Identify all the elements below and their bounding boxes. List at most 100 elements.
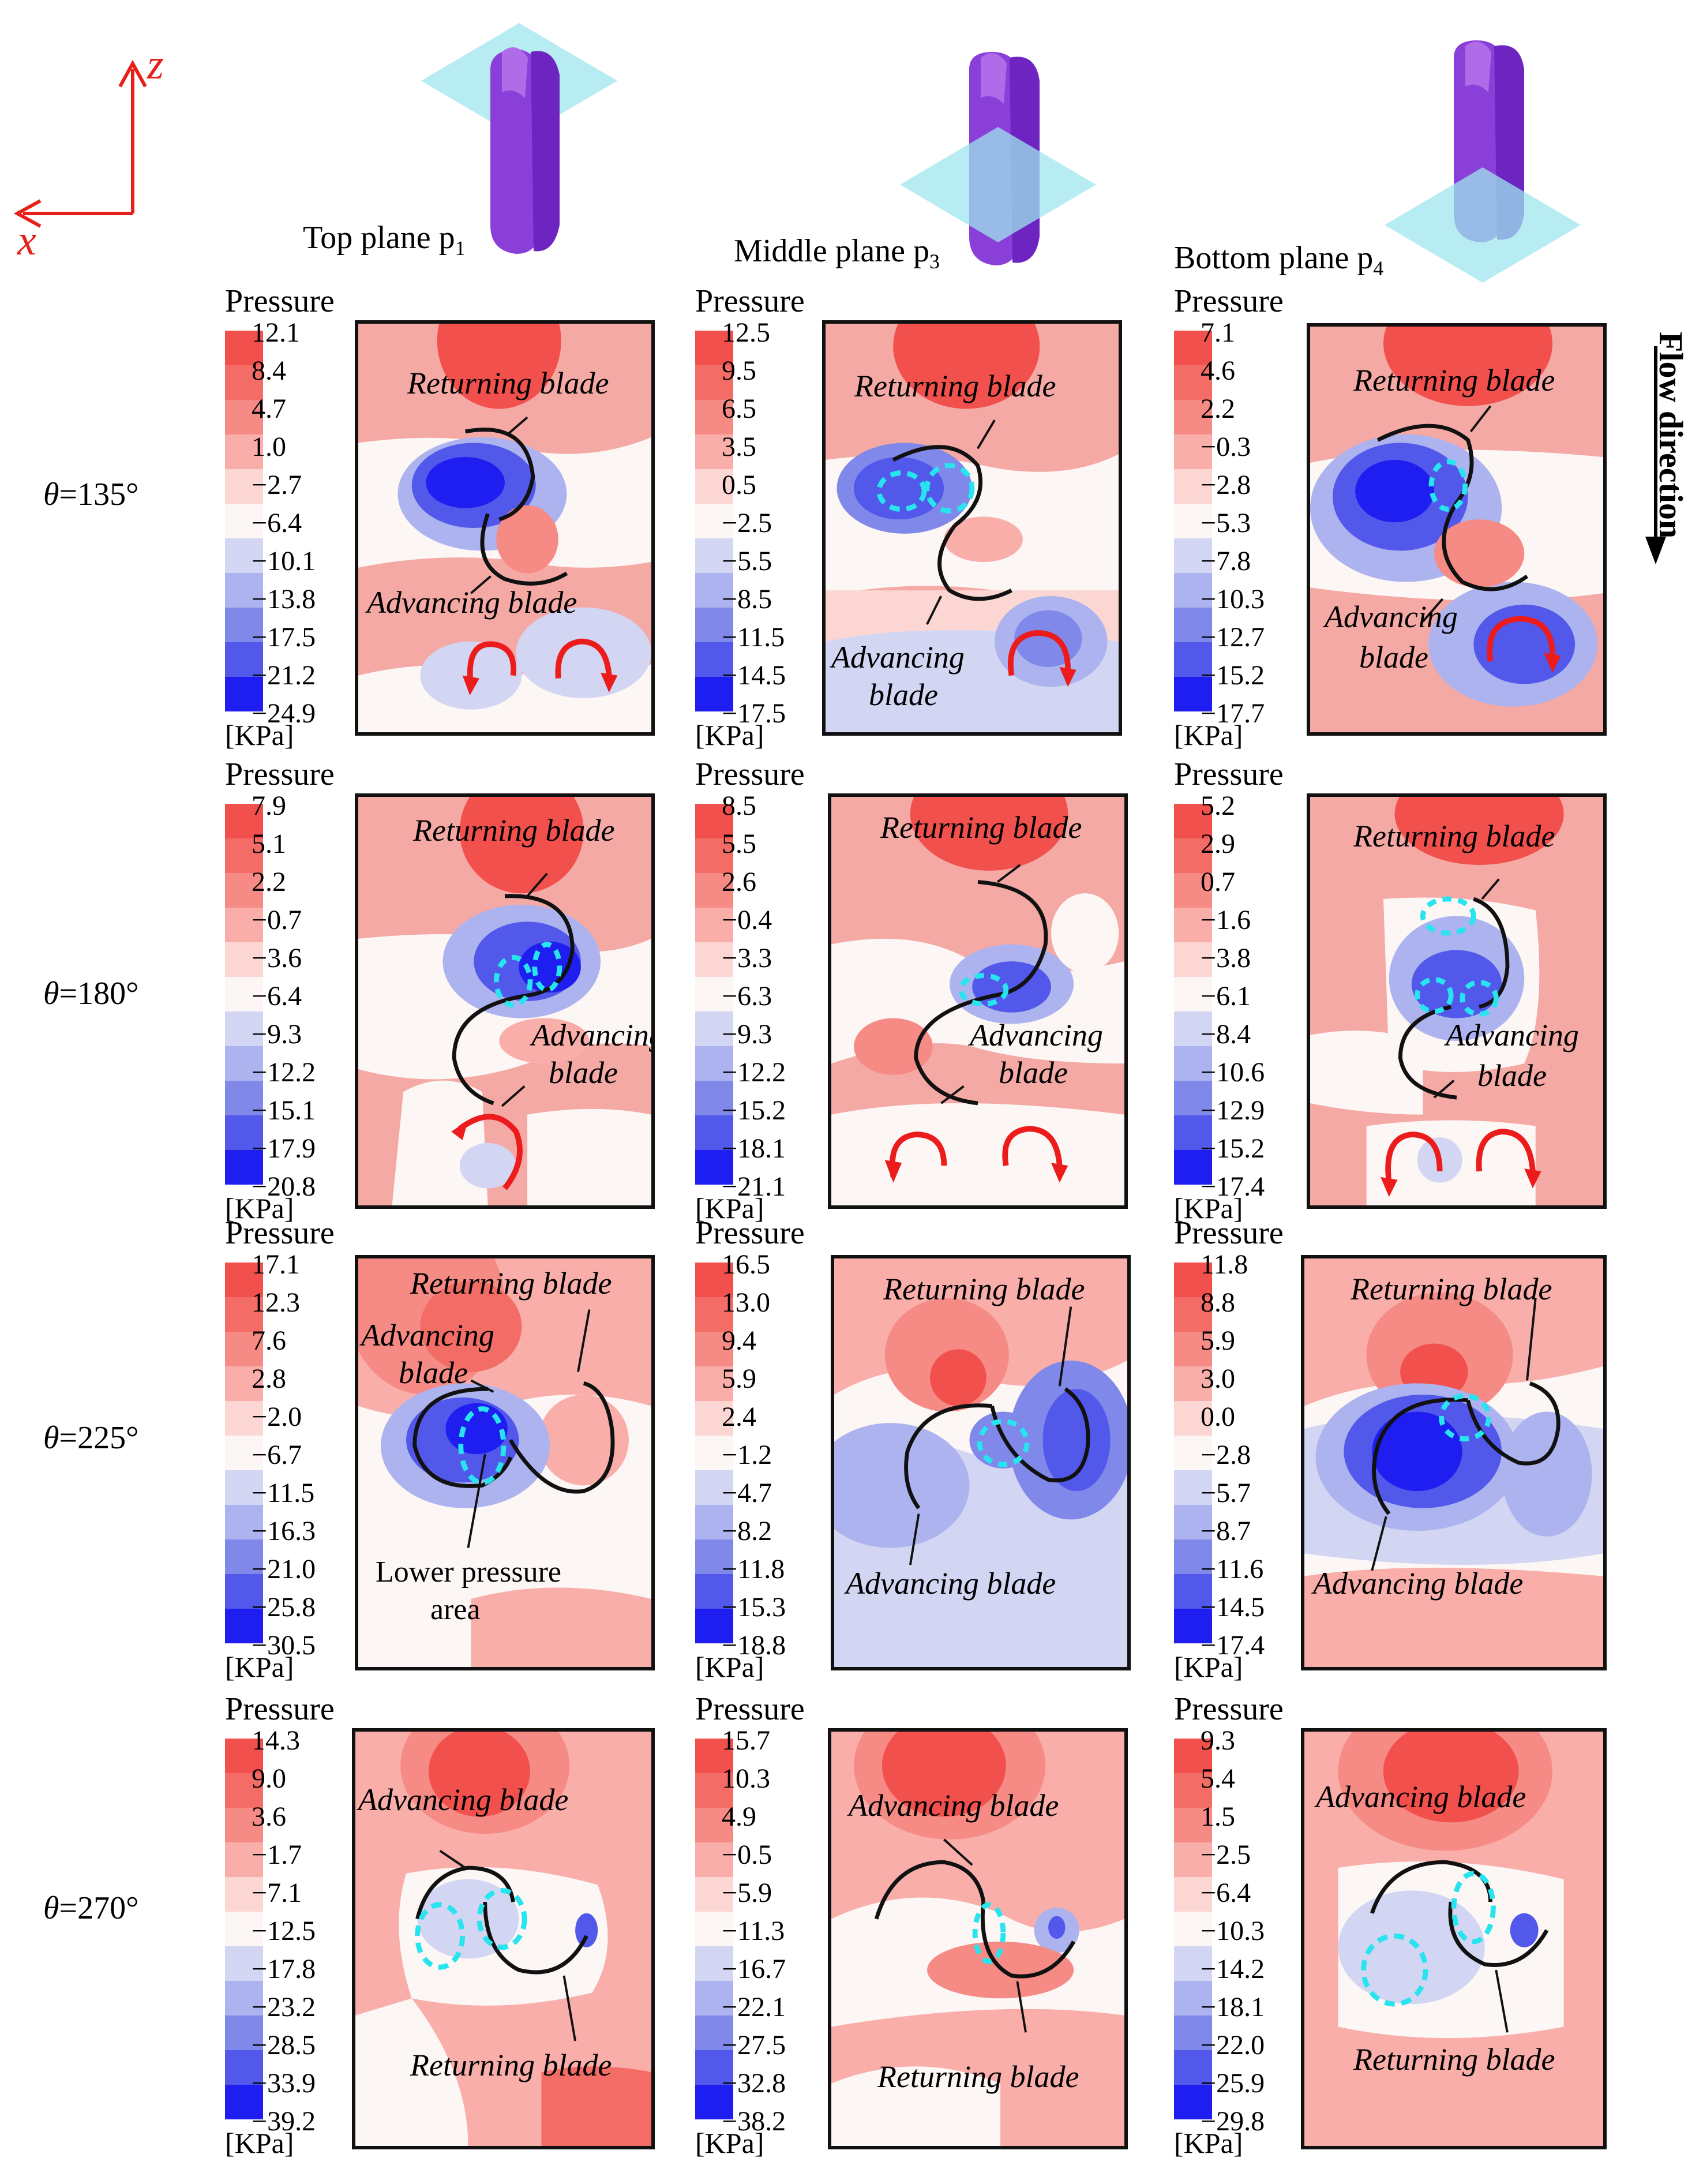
legend-title: Pressure	[1174, 283, 1284, 319]
legend-swatch	[695, 400, 733, 434]
legend-swatch	[695, 1539, 733, 1574]
legend-swatch	[695, 1332, 733, 1366]
legend-swatch	[1174, 1081, 1212, 1115]
contour-panel-135-bottom: Returning blade Advancing blade	[1307, 323, 1607, 736]
legend-swatch	[695, 469, 733, 504]
legend-tick-label: 15.7	[722, 1725, 770, 1756]
annotation-advancing-blade-line2: blade	[869, 677, 938, 712]
legend-swatch	[1174, 1297, 1212, 1332]
legend-swatch	[225, 504, 263, 538]
legend-swatch	[695, 1046, 733, 1081]
legend-tick-label: −2.5	[1201, 1840, 1251, 1870]
legend-tick-label: −15.1	[252, 1095, 316, 1126]
legend-tick-label: −0.3	[1201, 432, 1251, 462]
legend-tick-label: −5.9	[722, 1878, 772, 1908]
legend-swatch	[225, 1946, 263, 1981]
legend-swatch	[695, 538, 733, 573]
legend-swatch	[695, 804, 733, 838]
legend-swatch	[1174, 1263, 1212, 1297]
legend-colorbar	[225, 1739, 263, 2119]
annotation-advancing-blade: Advancing blade	[367, 585, 577, 620]
legend-swatch	[695, 1436, 733, 1470]
legend-colorbar	[1174, 1263, 1212, 1643]
legend-tick-label: 2.9	[1201, 829, 1235, 859]
legend-tick-label: −0.4	[722, 905, 772, 935]
annotation-returning-blade: Returning blade	[880, 810, 1082, 845]
legend-unit: [KPa]	[695, 1651, 764, 1683]
legend-tick-label: −15.2	[1201, 1133, 1265, 1164]
legend-tick-label: −3.6	[252, 943, 302, 973]
legend-tick-label: −2.7	[252, 470, 302, 500]
legend-tick-label: 5.2	[1201, 791, 1235, 821]
legend-unit: [KPa]	[225, 719, 294, 751]
legend-swatch	[225, 1297, 263, 1332]
legend-tick-label: −33.9	[252, 2068, 316, 2099]
legend-tick-label: −24.9	[252, 698, 316, 729]
legend-tick-label: 1.0	[252, 432, 286, 462]
annotation-returning-blade: Returning blade	[1353, 2042, 1555, 2077]
legend-unit: [KPa]	[695, 719, 764, 751]
legend-tick-label: −17.9	[252, 1133, 316, 1164]
legend-tick-label: −15.2	[722, 1095, 786, 1126]
legend-tick-label: −12.7	[1201, 622, 1265, 653]
legend-tick-label: −5.5	[722, 546, 772, 576]
legend-swatch	[225, 1505, 263, 1539]
legend-swatch	[695, 573, 733, 608]
legend-swatch	[695, 942, 733, 977]
contour-panel-180-bottom: Returning blade Advancing blade	[1307, 793, 1607, 1209]
legend-tick-label: −2.8	[1201, 470, 1251, 500]
legend-tick-label: −9.3	[722, 1019, 772, 1050]
legend-swatch	[1174, 365, 1212, 400]
legend-swatch	[1174, 2016, 1212, 2050]
legend-swatch	[225, 1366, 263, 1401]
legend-swatch	[225, 538, 263, 573]
legend-swatch	[1174, 1808, 1212, 1842]
legend-unit: [KPa]	[695, 1192, 764, 1224]
legend-tick-label: −21.2	[252, 660, 316, 691]
legend-swatch	[695, 1739, 733, 1773]
legend-tick-label: −6.4	[252, 981, 302, 1012]
legend-swatch	[1174, 2085, 1212, 2119]
legend-swatch	[225, 1263, 263, 1297]
legend-tick-label: −14.2	[1201, 1954, 1265, 1984]
legend-title: Pressure	[695, 756, 805, 792]
legend-title: Pressure	[225, 756, 335, 792]
legend-swatch	[225, 677, 263, 711]
legend-swatch	[695, 608, 733, 642]
z-axis-label: z	[147, 41, 164, 88]
annotation-advancing-blade-line2: blade	[1477, 1058, 1547, 1093]
legend-colorbar	[1174, 1739, 1212, 2119]
legend-swatch	[1174, 573, 1212, 608]
legend-tick-label: −5.7	[1201, 1478, 1251, 1508]
flow-direction-label: Flow direction	[1652, 332, 1690, 539]
legend-tick-label: −32.8	[722, 2068, 786, 2099]
legend-tick-label: 0.5	[722, 470, 756, 500]
annotation-returning-blade: Returning blade	[413, 813, 615, 848]
legend-tick-label: −11.3	[722, 1916, 785, 1946]
legend-tick-label: −23.2	[252, 1992, 316, 2022]
legend-swatch	[1174, 1877, 1212, 1912]
plane-label-top: Top plane p1	[303, 220, 466, 260]
legend-tick-label: −18.1	[1201, 1992, 1265, 2022]
legend-tick-label: −22.0	[1201, 2030, 1265, 2061]
legend-unit: [KPa]	[695, 2127, 764, 2159]
legend-tick-label: −6.4	[1201, 1878, 1251, 1908]
contour-panel-270-top: Advancing blade Returning blade	[352, 1728, 655, 2149]
legend-swatch	[695, 1609, 733, 1643]
legend-swatch	[225, 838, 263, 873]
legend-swatch	[695, 1808, 733, 1842]
legend-swatch	[225, 2085, 263, 2119]
legend-tick-label: −17.4	[1201, 1171, 1265, 1202]
legend-swatch	[1174, 1366, 1212, 1401]
legend-tick-label: −17.4	[1201, 1630, 1265, 1661]
legend-swatch	[225, 1081, 263, 1115]
legend-swatch	[695, 331, 733, 365]
legend-tick-label: −2.0	[252, 1402, 302, 1432]
legend-tick-label: 8.5	[722, 791, 756, 821]
contour-panel-180-middle: Returning blade Advancing blade	[828, 793, 1128, 1209]
legend-tick-label: −18.1	[722, 1133, 786, 1164]
legend-tick-label: −1.7	[252, 1840, 302, 1870]
legend-swatch	[1174, 1115, 1212, 1150]
legend-swatch	[225, 1877, 263, 1912]
legend-tick-label: −2.8	[1201, 1440, 1251, 1470]
